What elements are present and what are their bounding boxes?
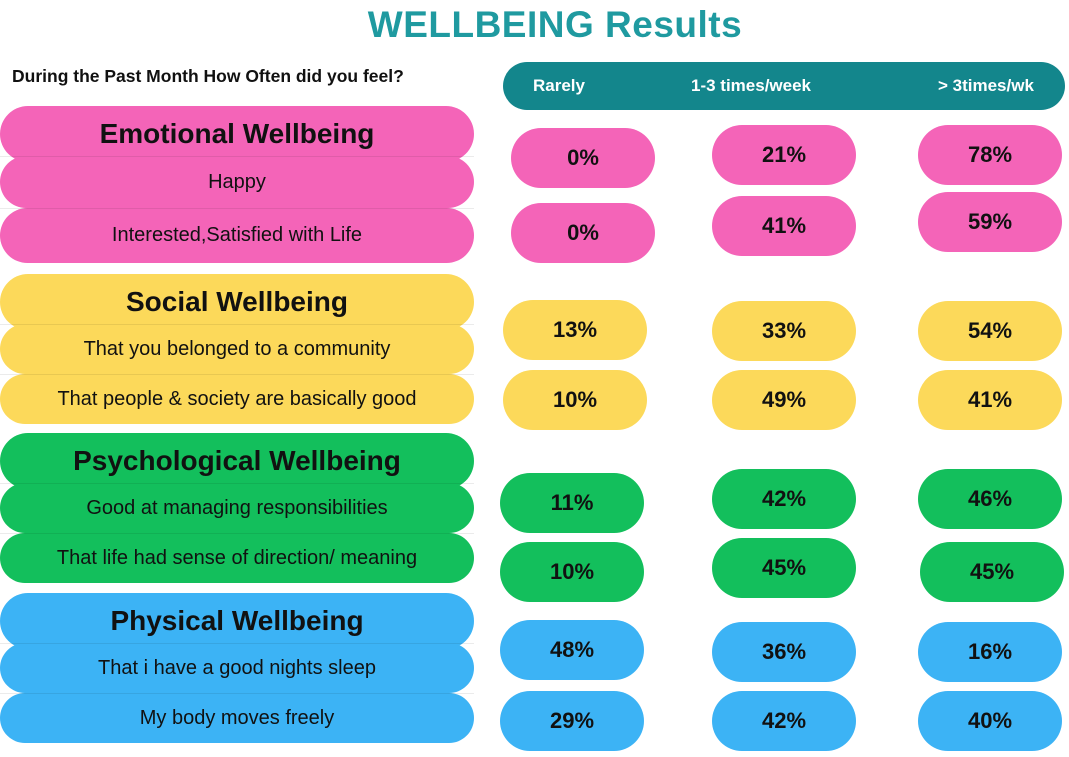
value-body-1-3: 42% bbox=[712, 691, 856, 751]
value-happy-3plus: 78% bbox=[918, 125, 1062, 185]
value-community-3plus: 54% bbox=[918, 301, 1062, 361]
value-body-rarely: 29% bbox=[500, 691, 644, 751]
item-direction-meaning: That life had sense of direction/ meanin… bbox=[0, 533, 474, 583]
value-society-1-3: 49% bbox=[712, 370, 856, 430]
page-title: WELLBEING Results bbox=[367, 4, 743, 45]
value-responsibilities-3plus: 46% bbox=[918, 469, 1062, 529]
value-direction-rarely: 10% bbox=[500, 542, 644, 602]
value-sleep-rarely: 48% bbox=[500, 620, 644, 680]
item-interested-satisfied: Interested,Satisfied with Life bbox=[0, 208, 474, 263]
item-people-society-good: That people & society are basically good bbox=[0, 374, 474, 424]
value-community-1-3: 33% bbox=[712, 301, 856, 361]
value-community-rarely: 13% bbox=[503, 300, 647, 360]
value-responsibilities-1-3: 42% bbox=[712, 469, 856, 529]
category-emotional-wellbeing: Emotional Wellbeing bbox=[0, 106, 474, 162]
column-header-1-3-times-week: 1-3 times/week bbox=[691, 76, 812, 95]
item-good-nights-sleep: That i have a good nights sleep bbox=[0, 643, 474, 693]
column-header-bar: Rarely 1-3 times/week > 3times/wk bbox=[503, 62, 1065, 110]
value-sleep-1-3: 36% bbox=[712, 622, 856, 682]
category-psychological-wellbeing: Psychological Wellbeing bbox=[0, 433, 474, 489]
value-interested-3plus: 59% bbox=[918, 192, 1062, 252]
value-sleep-3plus: 16% bbox=[918, 622, 1062, 682]
item-body-moves-freely: My body moves freely bbox=[0, 693, 474, 743]
item-happy: Happy bbox=[0, 156, 474, 208]
value-direction-3plus: 45% bbox=[920, 542, 1064, 602]
value-responsibilities-rarely: 11% bbox=[500, 473, 644, 533]
value-society-rarely: 10% bbox=[503, 370, 647, 430]
column-header-rarely: Rarely bbox=[533, 76, 585, 95]
value-interested-rarely: 0% bbox=[511, 203, 655, 263]
column-header-more-than-3-times-week: > 3times/wk bbox=[938, 76, 1034, 95]
item-belonged-community: That you belonged to a community bbox=[0, 324, 474, 374]
question-label: During the Past Month How Often did you … bbox=[12, 66, 404, 86]
value-happy-rarely: 0% bbox=[511, 128, 655, 188]
category-social-wellbeing: Social Wellbeing bbox=[0, 274, 474, 330]
value-society-3plus: 41% bbox=[918, 370, 1062, 430]
item-managing-responsibilities: Good at managing responsibilities bbox=[0, 483, 474, 533]
value-body-3plus: 40% bbox=[918, 691, 1062, 751]
value-interested-1-3: 41% bbox=[712, 196, 856, 256]
category-physical-wellbeing: Physical Wellbeing bbox=[0, 593, 474, 649]
value-direction-1-3: 45% bbox=[712, 538, 856, 598]
value-happy-1-3: 21% bbox=[712, 125, 856, 185]
